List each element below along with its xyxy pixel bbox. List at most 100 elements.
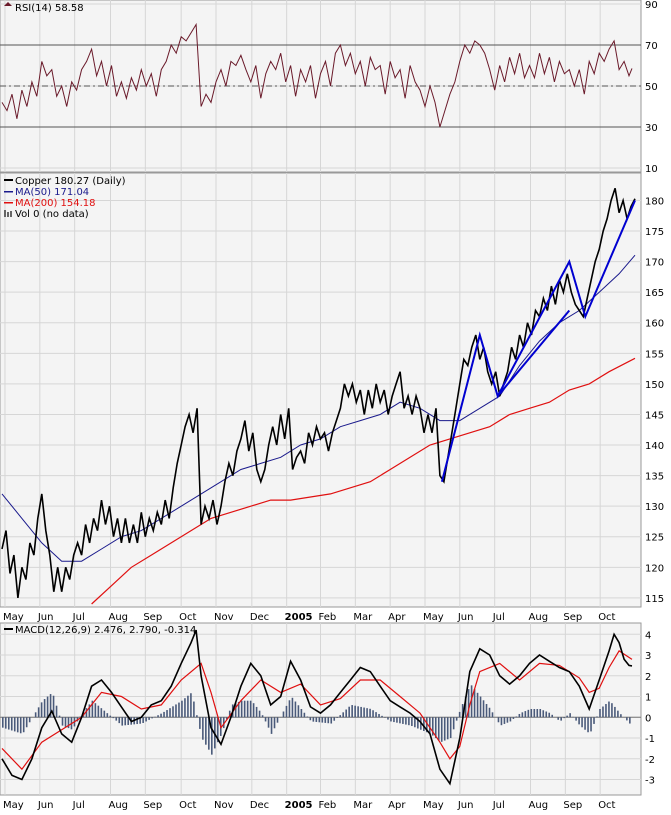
month-tick-label: Mar	[353, 800, 373, 811]
macd-hist-bar	[509, 717, 512, 722]
macd-hist-bar	[106, 713, 109, 718]
macd-hist-bar	[327, 717, 330, 724]
price-tick-label: 175	[645, 227, 664, 238]
price-tick-label: 160	[645, 319, 664, 330]
macd-hist-bar	[348, 706, 350, 718]
macd-hist-bar	[49, 694, 52, 718]
macd-hist-bar	[255, 706, 258, 718]
macd-hist-bar	[470, 685, 473, 718]
macd-hist-bar	[315, 717, 318, 722]
macd-hist-bar	[593, 717, 595, 724]
month-tick-label: Sep	[143, 800, 162, 811]
macd-hist-bar	[22, 717, 25, 733]
macd-hist-bar	[190, 693, 192, 718]
macd-hist-bar	[551, 714, 554, 718]
price-legend: Copper 180.27 (Daily) MA(50) 171.04 MA(2…	[4, 176, 126, 220]
month-tick-label: Jun	[37, 612, 54, 623]
macd-hist-bar	[270, 717, 273, 734]
macd-hist-bar	[452, 717, 455, 730]
month-tick-label: Apr	[388, 612, 406, 623]
macd-hist-bar	[491, 712, 494, 718]
macd-hist-bar	[10, 717, 13, 731]
macd-hist-bar	[548, 712, 551, 718]
macd-hist-bar	[55, 705, 58, 718]
macd-hist-bar	[163, 711, 165, 718]
macd-hist-bar	[599, 709, 601, 718]
month-tick-label: Oct	[598, 612, 615, 623]
macd-hist-bar	[151, 717, 153, 719]
macd-hist-bar	[91, 700, 94, 718]
macd-hist-bar	[629, 717, 631, 724]
macd-hist-bar	[354, 705, 356, 718]
month-tick-label: May	[423, 612, 444, 623]
macd-hist-bar	[16, 717, 19, 733]
macd-hist-bar	[461, 704, 464, 718]
macd-tick-label: -1	[645, 734, 655, 745]
ma50-legend: MA(50) 171.04	[15, 187, 89, 198]
macd-hist-bar	[208, 717, 210, 750]
macd-hist-bar	[399, 717, 401, 724]
macd-hist-bar	[620, 714, 622, 718]
month-tick-label: Sep	[563, 612, 582, 623]
macd-hist-bar	[13, 717, 16, 732]
price-tick-label: 150	[645, 380, 664, 391]
macd-hist-bar	[524, 711, 527, 718]
macd-hist-bar	[37, 707, 40, 718]
macd-hist-bar	[357, 706, 359, 718]
macd-histogram	[2, 685, 631, 755]
macd-hist-bar	[426, 717, 428, 733]
macd-hist-bar	[193, 701, 195, 718]
ma50-legend-swatch	[4, 191, 13, 193]
rsi-tick-label: 90	[645, 0, 658, 11]
macd-hist-bar	[485, 704, 488, 718]
macd-hist-bar	[100, 708, 103, 718]
macd-hist-bar	[58, 715, 61, 718]
macd-hist-bar	[560, 717, 562, 721]
month-tick-label: Dec	[250, 800, 269, 811]
price-tick-label: 155	[645, 349, 664, 360]
macd-hist-bar	[533, 709, 536, 718]
price-tick-label: 130	[645, 502, 664, 513]
price-tick-label: 135	[645, 472, 664, 483]
macd-hist-bar	[617, 710, 619, 718]
macd-hist-bar	[25, 717, 28, 728]
macd-hist-bar	[273, 717, 276, 729]
macd-hist-bar	[387, 717, 389, 720]
macd-hist-bar	[276, 717, 279, 723]
macd-hist-bar	[378, 713, 380, 718]
month-tick-label: Oct	[179, 800, 196, 811]
macd-hist-bar	[303, 712, 306, 718]
month-tick-label: Aug	[529, 612, 549, 623]
macd-hist-bar	[199, 717, 201, 729]
macd-hist-bar	[608, 701, 610, 718]
macd-hist-bar	[342, 712, 344, 718]
macd-hist-bar	[228, 710, 231, 718]
macd-hist-bar	[166, 710, 168, 718]
rsi-tick-label: 10	[645, 164, 658, 175]
month-tick-label: Oct	[598, 800, 615, 811]
macd-hist-bar	[363, 707, 365, 718]
month-tick-label: Aug	[529, 800, 549, 811]
macd-hist-bar	[423, 717, 425, 731]
macd-hist-bar	[318, 717, 321, 723]
macd-hist-bar	[309, 717, 312, 721]
month-axis-bottom: May Jun Jul Aug Sep Oct Nov Dec 2005 Feb Mar Apr May…	[3, 800, 616, 811]
macd-hist-bar	[121, 717, 124, 726]
macd-hist-bar	[614, 706, 616, 718]
macd-hist-bar	[569, 713, 571, 718]
rsi-label: RSI(14) 58.58	[15, 3, 84, 14]
macd-hist-bar	[563, 717, 565, 719]
macd-hist-bar	[85, 708, 88, 718]
rsi-tick-label: 50	[645, 82, 658, 93]
vol-legend-icon	[4, 210, 12, 217]
price-tick-label: 145	[645, 410, 664, 421]
macd-hist-bar	[46, 696, 49, 718]
macd-hist-bar	[566, 715, 568, 718]
macd-hist-bar	[288, 700, 291, 718]
price-label: Copper 180.27 (Daily)	[15, 176, 126, 187]
macd-hist-bar	[506, 717, 509, 723]
month-tick-label: Apr	[388, 800, 406, 811]
macd-hist-bar	[234, 703, 237, 718]
macd-hist-bar	[369, 708, 371, 718]
macd-hist-bar	[393, 717, 395, 723]
